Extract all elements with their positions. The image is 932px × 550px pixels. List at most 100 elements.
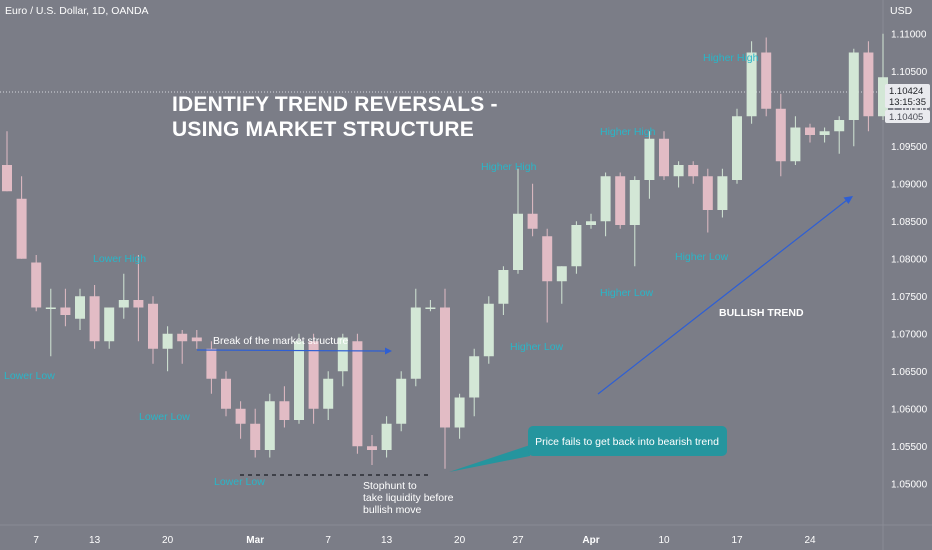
price-tick-label: 1.07000 <box>891 329 928 340</box>
candle <box>761 37 772 117</box>
candle-body <box>425 307 436 309</box>
candle <box>279 386 290 428</box>
candle <box>60 288 71 327</box>
candle-body <box>586 221 596 225</box>
price-tick-label: 1.06000 <box>891 404 928 415</box>
candle <box>659 131 669 180</box>
candle-body <box>104 307 115 342</box>
candle <box>352 333 363 454</box>
candle <box>264 393 275 458</box>
structure-label-lower-low-2: Lower Low <box>139 411 190 423</box>
price-tick-label: 1.06500 <box>891 367 928 378</box>
candle <box>337 333 348 387</box>
title-line-2: USING MARKET STRUCTURE <box>172 118 474 141</box>
candle <box>805 123 815 143</box>
candle-body <box>133 300 144 308</box>
candle-body <box>819 131 830 135</box>
time-tick-label: 24 <box>804 535 816 546</box>
candle-body <box>878 77 888 117</box>
candle-body <box>600 176 611 222</box>
time-tick-label: 20 <box>454 535 466 546</box>
candle-body <box>848 52 859 120</box>
candle-body <box>440 307 450 428</box>
candle-body <box>118 300 129 308</box>
candle <box>848 48 859 147</box>
structure-label-higher-low-1: Higher Low <box>510 341 564 353</box>
candle-body <box>323 378 334 409</box>
break-arrow-head <box>385 347 392 355</box>
candle <box>250 408 261 458</box>
candle <box>673 161 684 188</box>
price-axis[interactable]: 1.11000 1.10500 1.10000 1.09500 1.09000 1.085… <box>891 29 928 490</box>
candle <box>308 333 319 424</box>
time-axis[interactable]: 7 13 20 Mar 7 13 20 27 Apr 10 17 24 <box>33 535 816 546</box>
candle-body <box>235 408 246 424</box>
candle-body <box>250 423 261 450</box>
stophunt-line-1: Stophunt to <box>363 480 417 492</box>
candle <box>732 108 742 184</box>
candle <box>556 266 567 304</box>
candle-body <box>367 446 377 450</box>
candle-body <box>834 120 845 132</box>
candle-body <box>352 341 363 447</box>
candle <box>118 273 129 319</box>
candle-body <box>571 225 582 267</box>
time-tick-label: 20 <box>162 535 174 546</box>
candle <box>469 348 480 417</box>
break-structure-line <box>196 349 389 352</box>
structure-label-lower-low-1: Lower Low <box>4 370 55 382</box>
price-tick-label: 1.09000 <box>891 179 928 190</box>
candle <box>702 168 713 233</box>
candle <box>410 288 421 387</box>
price-tick-label: 1.09500 <box>891 142 928 153</box>
candle <box>819 127 830 143</box>
candle-body <box>89 296 100 342</box>
callout-pointer <box>449 445 530 472</box>
bullish-trend-label: BULLISH TREND <box>719 307 804 319</box>
candle-body <box>294 341 304 420</box>
candle <box>746 41 757 124</box>
callout-box <box>528 426 727 456</box>
candle-body <box>863 52 874 117</box>
candle <box>440 288 450 469</box>
candle <box>600 172 611 237</box>
candle-body <box>148 303 158 349</box>
candle <box>104 307 115 349</box>
candle-body <box>542 236 553 282</box>
candle-body <box>659 138 669 177</box>
time-tick-label: 7 <box>33 535 39 546</box>
price-tick-label: 1.08500 <box>891 217 928 228</box>
candle-body <box>16 198 27 259</box>
price-badge: 1.10424 13:15:35 1.10405 <box>885 84 930 123</box>
candles-layer <box>2 33 888 469</box>
candle-body <box>396 378 407 424</box>
stophunt-line-3: bullish move <box>363 504 422 516</box>
candle <box>148 296 158 364</box>
candle-body <box>483 303 494 357</box>
candle <box>483 296 494 364</box>
candle-body <box>45 307 56 309</box>
candle-body <box>381 423 392 450</box>
candle-body <box>454 397 465 428</box>
candle-body <box>775 108 786 162</box>
candle <box>454 393 465 439</box>
price-tick-label: 1.10000 <box>891 104 928 115</box>
break-structure-label: Break of the market structure <box>213 335 349 347</box>
candle <box>162 326 173 372</box>
candle-body <box>337 337 348 372</box>
candle <box>498 266 509 315</box>
candle <box>629 176 640 267</box>
candle <box>177 330 188 364</box>
candle-body <box>644 138 655 180</box>
candle-body <box>629 180 640 225</box>
trend-arrow-line <box>597 199 848 395</box>
candle-body <box>556 266 567 282</box>
candle <box>16 176 27 259</box>
candle <box>425 300 436 312</box>
candle-body <box>75 296 85 319</box>
title-line-1: IDENTIFY TREND REVERSALS - <box>172 93 498 116</box>
candle <box>191 330 202 349</box>
time-tick-label: 13 <box>89 535 101 546</box>
price-tick-label: 1.11000 <box>891 29 927 40</box>
